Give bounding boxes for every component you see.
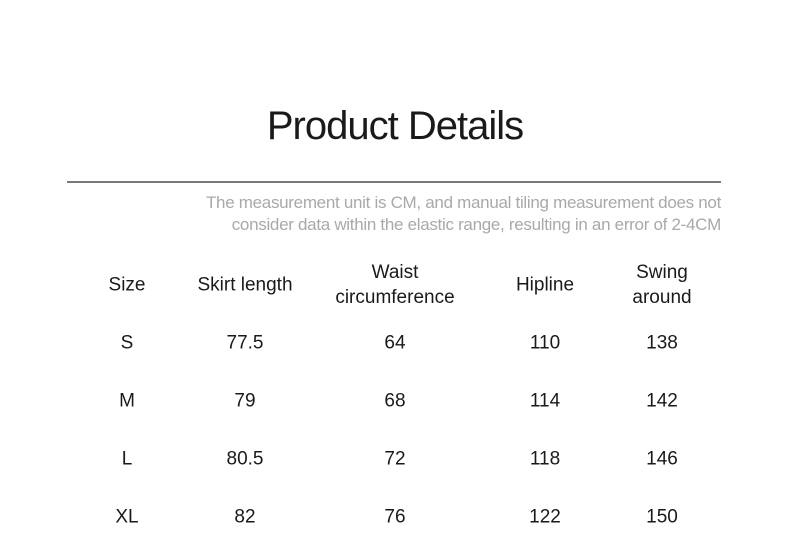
table-cell: 79 bbox=[234, 390, 256, 412]
table-cell: 142 bbox=[646, 390, 678, 412]
measurement-note: The measurement unit is CM, and manual t… bbox=[121, 192, 721, 236]
column-header: Hipline bbox=[516, 273, 574, 298]
column-header: Waist circumference bbox=[335, 260, 454, 310]
table-cell: 64 bbox=[384, 332, 406, 354]
column-header: Swing around bbox=[632, 260, 691, 310]
table-cell: 80.5 bbox=[226, 448, 264, 470]
column-header: Size bbox=[109, 273, 146, 298]
table-cell: 146 bbox=[646, 448, 678, 470]
column-header-line: Hipline bbox=[515, 274, 575, 296]
table-cell: 68 bbox=[384, 390, 406, 412]
table-cell: 118 bbox=[529, 448, 561, 470]
table-cell: L bbox=[121, 448, 133, 470]
table-cell: 150 bbox=[646, 506, 678, 528]
column-header-line: circumference bbox=[335, 287, 455, 308]
table-cell: 114 bbox=[529, 390, 561, 412]
table-cell: 82 bbox=[234, 506, 256, 528]
note-line: consider data within the elastic range, … bbox=[231, 215, 722, 234]
table-cell: 110 bbox=[529, 332, 561, 354]
column-header-line: Waist bbox=[371, 262, 419, 283]
table-cell: 72 bbox=[384, 448, 406, 470]
table-cell: 138 bbox=[646, 332, 678, 354]
table-cell: 76 bbox=[384, 506, 406, 528]
table-cell: XL bbox=[115, 506, 139, 528]
table-cell: M bbox=[119, 390, 135, 412]
column-header-line: around bbox=[632, 287, 692, 308]
column-header: Skirt length bbox=[197, 273, 292, 298]
table-cell: 122 bbox=[529, 506, 561, 528]
table-cell: S bbox=[120, 332, 134, 354]
divider bbox=[67, 181, 721, 183]
note-line: The measurement unit is CM, and manual t… bbox=[205, 193, 721, 212]
column-header-line: Skirt length bbox=[197, 274, 293, 296]
table-cell: 77.5 bbox=[226, 332, 264, 354]
column-header-line: Size bbox=[108, 274, 146, 296]
column-header-line: Swing bbox=[636, 262, 688, 283]
page-title: Product Details bbox=[266, 104, 524, 148]
